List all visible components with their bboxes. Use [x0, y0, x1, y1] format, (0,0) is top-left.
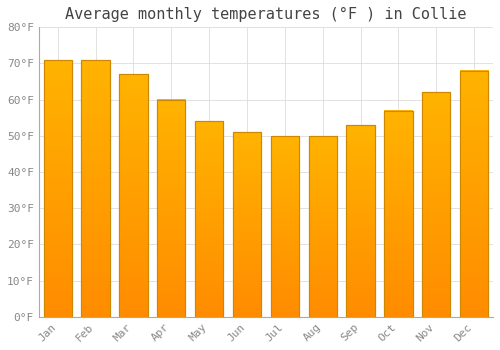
Bar — [346, 125, 375, 317]
Title: Average monthly temperatures (°F ) in Collie: Average monthly temperatures (°F ) in Co… — [65, 7, 466, 22]
Bar — [270, 136, 299, 317]
Bar — [422, 92, 450, 317]
Bar — [157, 100, 186, 317]
Bar — [119, 74, 148, 317]
Bar — [44, 60, 72, 317]
Bar — [422, 92, 450, 317]
Bar — [346, 125, 375, 317]
Bar — [195, 121, 224, 317]
Bar — [195, 121, 224, 317]
Bar — [82, 60, 110, 317]
Bar — [384, 111, 412, 317]
Bar — [233, 132, 261, 317]
Bar — [44, 60, 72, 317]
Bar — [82, 60, 110, 317]
Bar — [384, 111, 412, 317]
Bar — [119, 74, 148, 317]
Bar — [460, 71, 488, 317]
Bar — [460, 71, 488, 317]
Bar — [157, 100, 186, 317]
Bar — [308, 136, 337, 317]
Bar — [270, 136, 299, 317]
Bar — [233, 132, 261, 317]
Bar — [308, 136, 337, 317]
